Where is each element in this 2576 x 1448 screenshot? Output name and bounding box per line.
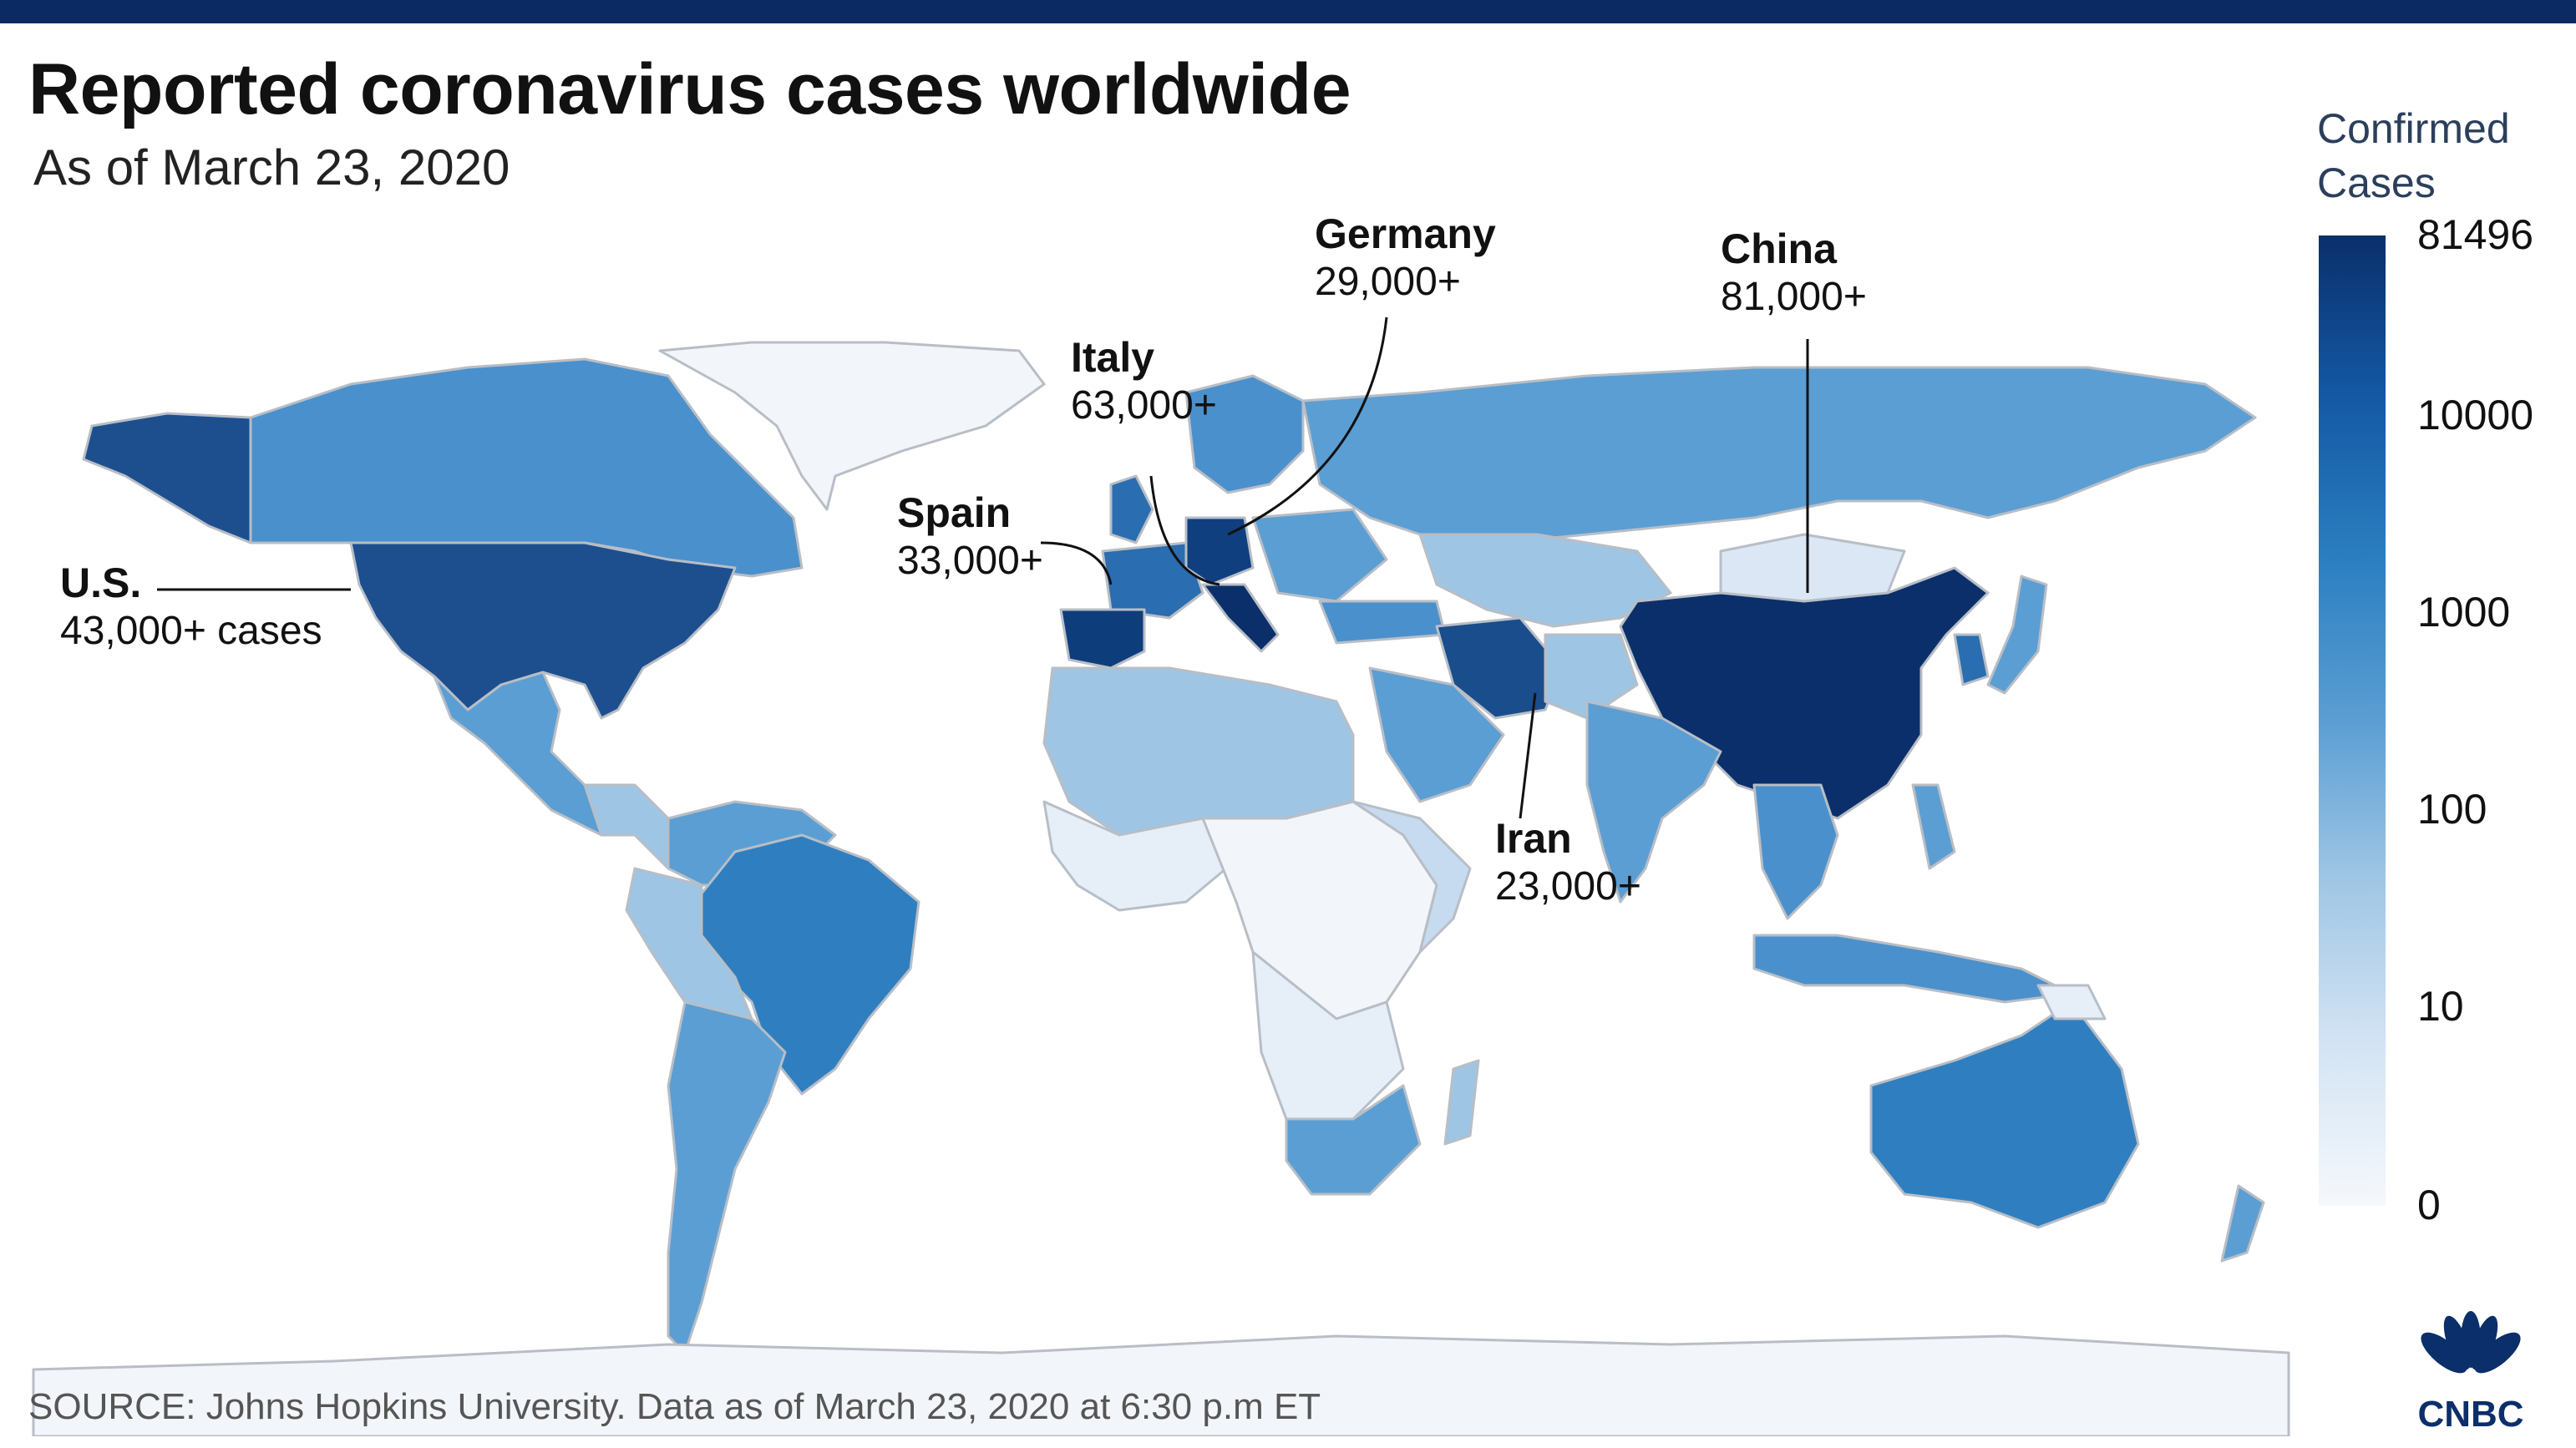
region-new-zealand bbox=[2220, 1184, 2265, 1263]
region-indonesia bbox=[1752, 934, 2073, 1004]
legend-tick-10: 10 bbox=[2417, 983, 2464, 1030]
region-germany bbox=[1184, 516, 1255, 586]
legend-color-bar bbox=[2319, 235, 2386, 1206]
callout-germany-value: 29,000+ bbox=[1315, 259, 1461, 304]
callout-italy-value: 63,000+ bbox=[1071, 382, 1217, 428]
legend-title-line2: Cases bbox=[2317, 159, 2436, 206]
callout-us-value: 43,000+ cases bbox=[60, 608, 322, 653]
callout-spain-value: 33,000+ bbox=[897, 538, 1043, 583]
region-italy bbox=[1201, 583, 1280, 653]
cnbc-peacock-icon: CNBC bbox=[2417, 1311, 2524, 1435]
callout-iran: Iran 23,000+ bbox=[1495, 815, 1641, 909]
callout-spain-name: Spain bbox=[897, 489, 1012, 536]
legend-title-line1: Confirmed bbox=[2317, 105, 2510, 152]
legend-tick-1000: 1000 bbox=[2417, 589, 2511, 635]
region-central-asia bbox=[1418, 533, 1672, 628]
region-eastern-europe bbox=[1251, 508, 1388, 603]
map-title: Reported coronavirus cases worldwide bbox=[28, 49, 1351, 129]
callout-us-name: U.S. bbox=[60, 559, 142, 606]
legend-tick-10000: 10000 bbox=[2417, 392, 2534, 438]
callout-italy-name: Italy bbox=[1071, 334, 1155, 381]
callout-china-value: 81,000+ bbox=[1721, 274, 1867, 319]
region-japan bbox=[1986, 575, 2048, 695]
region-arabia bbox=[1368, 666, 1505, 803]
callout-germany: Germany 29,000+ bbox=[1315, 210, 1496, 305]
region-philippines bbox=[1911, 783, 1956, 870]
legend-tick-100: 100 bbox=[2417, 786, 2487, 833]
source-note: SOURCE: Johns Hopkins University. Data a… bbox=[28, 1386, 1321, 1427]
region-spain bbox=[1059, 608, 1146, 670]
region-southeast-asia bbox=[1752, 783, 1839, 920]
legend-tick-0: 0 bbox=[2417, 1182, 2441, 1228]
region-east-africa bbox=[1351, 800, 1472, 954]
region-north-africa bbox=[1042, 666, 1355, 837]
callout-italy: Italy 63,000+ bbox=[1071, 334, 1217, 428]
region-usa bbox=[349, 541, 737, 720]
region-greenland bbox=[658, 341, 1046, 511]
cnbc-logo-text: CNBC bbox=[2417, 1394, 2523, 1435]
region-india bbox=[1585, 700, 1722, 904]
legend-tick-81496: 81496 bbox=[2417, 211, 2534, 258]
region-korea bbox=[1953, 633, 1990, 686]
region-alaska bbox=[82, 412, 252, 544]
region-russia bbox=[1301, 366, 2257, 544]
region-turkey bbox=[1318, 600, 1447, 645]
region-uk bbox=[1109, 474, 1154, 544]
callout-spain: Spain 33,000+ bbox=[897, 489, 1043, 584]
callout-iran-name: Iran bbox=[1495, 815, 1572, 862]
top-bar bbox=[0, 0, 2576, 23]
region-west-africa bbox=[1042, 800, 1238, 912]
region-argentina-chile bbox=[667, 1000, 787, 1354]
region-southern-africa-north bbox=[1251, 950, 1405, 1121]
map-subtitle: As of March 23, 2020 bbox=[33, 139, 510, 195]
region-madagascar bbox=[1443, 1059, 1480, 1146]
callout-iran-value: 23,000+ bbox=[1495, 863, 1641, 909]
callout-china-name: China bbox=[1721, 225, 1837, 272]
callout-germany-name: Germany bbox=[1315, 210, 1496, 257]
callout-us: U.S. 43,000+ cases bbox=[60, 559, 322, 654]
region-png bbox=[2036, 984, 2107, 1020]
region-south-africa bbox=[1285, 1084, 1422, 1196]
region-australia bbox=[1869, 1000, 2140, 1229]
callout-china: China 81,000+ bbox=[1721, 225, 1867, 320]
cnbc-logo: CNBC bbox=[2396, 1309, 2546, 1435]
region-afghanistan-pakistan bbox=[1544, 633, 1639, 720]
region-mongolia bbox=[1719, 533, 1906, 603]
legend-title: Confirmed Cases bbox=[2317, 102, 2510, 210]
